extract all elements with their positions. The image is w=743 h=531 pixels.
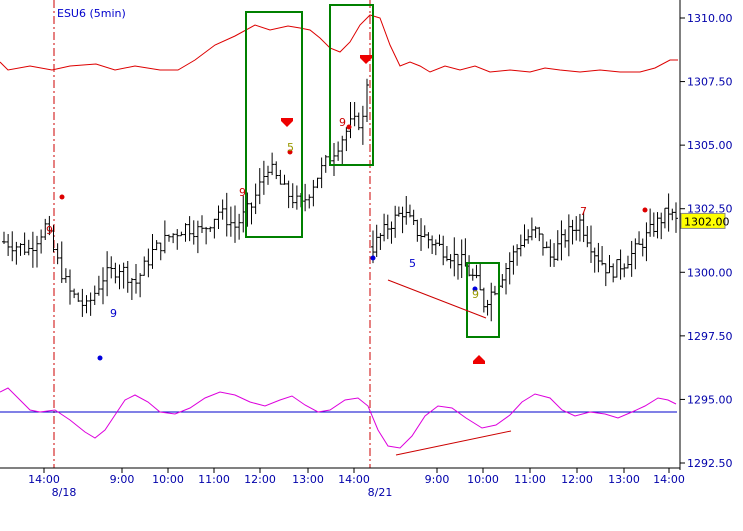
signal-dot (59, 194, 65, 200)
time-tick-label: 9:00 (110, 473, 135, 486)
count-label: 5 (287, 141, 294, 154)
time-tick-label: 14:00 (653, 473, 685, 486)
time-tick-label: 13:00 (292, 473, 324, 486)
time-tick-label: 11:00 (514, 473, 546, 486)
signal-dot (287, 149, 293, 155)
count-label: 9 (472, 288, 479, 301)
count-label: 9 (46, 224, 53, 237)
date-label: 8/18 (52, 486, 77, 499)
sell-arrow-icon (360, 55, 372, 64)
highlight-box (329, 4, 374, 166)
signal-dot (370, 255, 376, 261)
count-label: 9 (339, 116, 346, 129)
highlight-box (245, 11, 303, 238)
oscillator-line (0, 387, 677, 449)
time-tick-label: 11:00 (198, 473, 230, 486)
price-tick-label: 1302.50 (687, 203, 733, 216)
time-tick-label: 12:00 (561, 473, 593, 486)
price-divergence-line (387, 279, 487, 319)
price-tick-label: 1305.00 (687, 139, 733, 152)
count-label: 5 (409, 257, 416, 270)
buy-arrow-icon (473, 355, 485, 364)
osc-divergence-line (395, 430, 512, 456)
signal-dot (97, 355, 103, 361)
count-label: 7 (580, 205, 587, 218)
sell-arrow-icon (281, 118, 293, 127)
price-tick-label: 1292.50 (687, 457, 733, 470)
price-tick-label: 1307.50 (687, 76, 733, 89)
price-tick-label: 1300.00 (687, 266, 733, 279)
last-price-label: 1302.00 (684, 215, 730, 228)
time-tick-label: 13:00 (608, 473, 640, 486)
signal-dot (472, 286, 478, 292)
time-tick-label: 9:00 (425, 473, 450, 486)
date-label: 8/21 (368, 486, 393, 499)
chart-title: ESU6 (5min) (57, 7, 126, 20)
time-tick-label: 14:00 (338, 473, 370, 486)
last-price-box (680, 212, 726, 229)
highlight-box (466, 262, 500, 338)
upper-indicator-line (0, 14, 678, 73)
signal-dot (346, 124, 352, 130)
count-label: 9 (110, 307, 117, 320)
time-tick-label: 10:00 (152, 473, 184, 486)
time-tick-label: 10:00 (467, 473, 499, 486)
price-tick-label: 1310.00 (687, 12, 733, 25)
time-tick-label: 14:00 (28, 473, 60, 486)
count-label: 9 (239, 186, 246, 199)
price-tick-label: 1295.00 (687, 393, 733, 406)
time-tick-label: 12:00 (244, 473, 276, 486)
signal-dot (642, 207, 648, 213)
price-tick-label: 1297.50 (687, 330, 733, 343)
